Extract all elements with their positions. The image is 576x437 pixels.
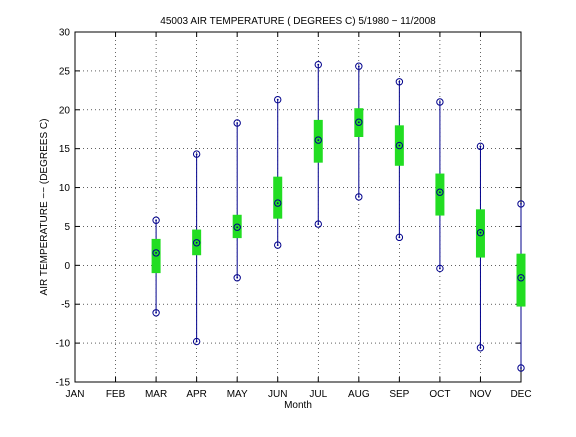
- min-marker: [314, 220, 322, 228]
- mean-marker: [436, 188, 444, 196]
- min-marker: [274, 241, 282, 249]
- min-marker: [517, 364, 525, 372]
- min-marker-dot: [276, 244, 279, 247]
- min-marker: [476, 344, 485, 352]
- y-tick-label: 25: [59, 66, 71, 77]
- max-marker: [355, 62, 363, 70]
- mean-marker: [192, 239, 201, 247]
- std-box: [273, 176, 283, 219]
- x-tick-label: AUG: [348, 389, 370, 400]
- x-tick-label: FEB: [106, 389, 126, 400]
- min-marker-dot: [317, 223, 320, 226]
- min-marker: [233, 274, 241, 282]
- mean-marker-dot: [276, 202, 279, 205]
- mean-marker-dot: [479, 231, 482, 234]
- min-marker: [355, 193, 363, 201]
- y-tick-label: -10: [56, 339, 71, 350]
- std-box: [516, 253, 526, 307]
- max-marker-dot: [439, 101, 441, 103]
- y-tick-label: 5: [64, 222, 70, 233]
- x-axis-label: Month: [284, 400, 312, 411]
- mean-marker: [517, 274, 525, 282]
- y-tick-label: -15: [56, 378, 71, 389]
- max-marker: [395, 78, 404, 86]
- mean-marker: [233, 223, 241, 231]
- min-marker-dot: [357, 195, 360, 198]
- min-marker-dot: [479, 346, 482, 349]
- x-tick-label: MAY: [227, 389, 248, 400]
- mean-marker: [395, 141, 404, 150]
- y-tick-label: 10: [59, 183, 71, 194]
- min-marker: [192, 337, 201, 346]
- y-tick-label: 0: [64, 261, 70, 272]
- mean-marker-dot: [439, 191, 441, 194]
- chart-title: 45003 AIR TEMPERATURE ( DEGREES C) 5/198…: [160, 16, 436, 27]
- min-marker: [152, 309, 160, 317]
- max-marker-dot: [317, 63, 320, 66]
- max-marker: [274, 95, 282, 104]
- max-marker-dot: [479, 145, 482, 148]
- mean-marker-dot: [195, 241, 198, 244]
- y-tick-label: -5: [61, 300, 70, 311]
- x-tick-label: APR: [186, 389, 207, 400]
- max-marker: [314, 60, 322, 69]
- min-marker: [436, 264, 444, 273]
- mean-marker: [476, 228, 485, 237]
- max-marker-dot: [398, 80, 401, 83]
- min-marker-dot: [520, 367, 522, 369]
- max-marker: [517, 200, 525, 208]
- max-marker: [152, 216, 160, 224]
- mean-marker-dot: [357, 121, 360, 124]
- max-marker: [192, 150, 201, 158]
- x-tick-label: OCT: [429, 389, 450, 400]
- max-marker-dot: [155, 219, 157, 222]
- max-marker: [476, 142, 485, 151]
- max-marker: [233, 119, 241, 127]
- y-tick-label: 30: [59, 28, 71, 39]
- mean-marker-dot: [155, 251, 157, 254]
- mean-marker-dot: [236, 226, 239, 229]
- x-tick-label: NOV: [470, 389, 492, 400]
- max-marker-dot: [195, 153, 198, 156]
- x-tick-label: DEC: [510, 389, 531, 400]
- std-box: [313, 119, 323, 163]
- x-tick-label: JUL: [309, 389, 327, 400]
- min-marker-dot: [155, 311, 157, 314]
- mean-marker-dot: [398, 144, 401, 147]
- max-marker-dot: [276, 98, 279, 101]
- max-marker-dot: [357, 65, 360, 68]
- max-marker-dot: [236, 122, 239, 124]
- max-marker-dot: [520, 202, 522, 205]
- y-tick-label: 20: [59, 105, 71, 116]
- x-tick-label: JAN: [66, 389, 85, 400]
- x-tick-label: MAR: [145, 389, 167, 400]
- x-tick-label: SEP: [389, 389, 409, 400]
- std-box: [435, 173, 445, 216]
- max-marker: [436, 98, 444, 106]
- mean-marker: [152, 249, 160, 257]
- min-marker-dot: [236, 276, 239, 279]
- min-marker-dot: [195, 340, 198, 343]
- min-marker-dot: [439, 267, 441, 270]
- y-axis-label: AIR TEMPERATURE −− (DEGREES C): [39, 119, 50, 296]
- y-tick-label: 15: [59, 144, 71, 155]
- min-marker: [395, 233, 404, 242]
- mean-marker: [314, 136, 322, 144]
- x-tick-label: JUN: [268, 389, 287, 400]
- min-marker-dot: [398, 236, 401, 239]
- mean-marker-dot: [520, 276, 522, 279]
- mean-marker: [274, 199, 282, 207]
- mean-marker-dot: [317, 139, 320, 142]
- mean-marker: [355, 118, 363, 126]
